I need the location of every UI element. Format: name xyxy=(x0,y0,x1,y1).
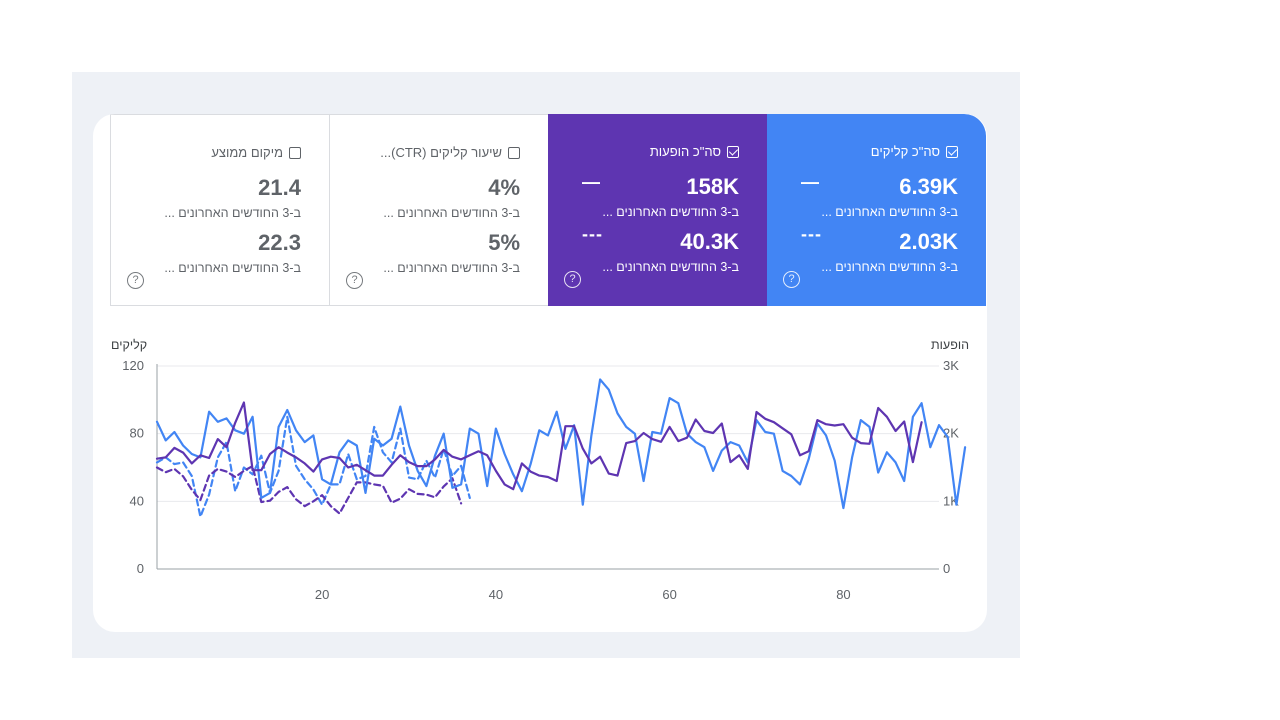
tile-total-impressions[interactable]: סה"כ הופעות — 158K ב-3 החודשים האחרונים … xyxy=(548,114,767,306)
right-tick-label: 0 xyxy=(943,561,950,576)
x-tick-label: 40 xyxy=(489,587,503,602)
checkbox-total-clicks[interactable] xyxy=(946,145,958,158)
tile-value-previous: 2.03K xyxy=(899,229,958,254)
tile-label: שיעור קליקים (CTR)... xyxy=(380,145,502,160)
legend-solid-line-icon: — xyxy=(582,172,601,192)
checkbox-ctr[interactable] xyxy=(508,146,520,159)
series-line-impressions xyxy=(155,401,923,491)
legend-dashed-line-icon: --- xyxy=(582,224,603,244)
tile-subtitle-previous: ב-3 החודשים האחרונים ... xyxy=(383,261,520,275)
series-line-clicks_previous xyxy=(155,415,471,518)
left-tick-label: 80 xyxy=(130,426,144,441)
tile-subtitle-current: ב-3 החודשים האחרונים ... xyxy=(383,206,520,220)
tile-value-previous: 40.3K xyxy=(680,229,739,254)
checkbox-average-position[interactable] xyxy=(289,146,301,159)
tile-subtitle-previous: ב-3 החודשים האחרונים ... xyxy=(821,260,958,274)
left-tick-label: 0 xyxy=(137,561,144,576)
x-tick-label: 20 xyxy=(315,587,329,602)
series-line-impressions_previous xyxy=(155,465,463,515)
tile-ctr[interactable]: שיעור קליקים (CTR)... 4% ב-3 החודשים האח… xyxy=(329,114,548,306)
tile-value-current: 6.39K xyxy=(899,174,958,199)
left-axis-title: קליקים xyxy=(111,338,147,352)
tile-value-current: 4% xyxy=(488,175,520,200)
tile-value-previous: 22.3 xyxy=(258,230,301,255)
performance-card: מיקום ממוצע 21.4 ב-3 החודשים האחרונים ..… xyxy=(93,114,987,632)
legend-dashed-line-icon: --- xyxy=(801,224,822,244)
right-tick-label: 3K xyxy=(943,358,959,373)
series-line-clicks xyxy=(155,378,967,510)
performance-panel-background: מיקום ממוצע 21.4 ב-3 החודשים האחרונים ..… xyxy=(72,72,1020,658)
x-tick-label: 60 xyxy=(662,587,676,602)
tile-subtitle-current: ב-3 החודשים האחרונים ... xyxy=(821,205,958,219)
help-icon[interactable]: ? xyxy=(564,271,581,288)
help-icon[interactable]: ? xyxy=(127,272,144,289)
tile-label: סה"כ קליקים xyxy=(870,144,940,159)
metric-tiles: מיקום ממוצע 21.4 ב-3 החודשים האחרונים ..… xyxy=(110,114,987,306)
tile-label: מיקום ממוצע xyxy=(211,145,283,160)
tile-subtitle-previous: ב-3 החודשים האחרונים ... xyxy=(164,261,301,275)
tile-value-current: 21.4 xyxy=(258,175,301,200)
checkbox-total-impressions[interactable] xyxy=(727,145,739,158)
help-icon[interactable]: ? xyxy=(346,272,363,289)
tile-subtitle-previous: ב-3 החודשים האחרונים ... xyxy=(602,260,739,274)
left-tick-label: 40 xyxy=(130,493,144,508)
tile-total-clicks[interactable]: סה"כ קליקים — 6.39K ב-3 החודשים האחרונים… xyxy=(767,114,986,306)
x-tick-label: 80 xyxy=(836,587,850,602)
tile-value-previous: 5% xyxy=(488,230,520,255)
tile-average-position[interactable]: מיקום ממוצע 21.4 ב-3 החודשים האחרונים ..… xyxy=(110,114,329,306)
help-icon[interactable]: ? xyxy=(783,271,800,288)
left-tick-label: 120 xyxy=(122,358,144,373)
tile-subtitle-current: ב-3 החודשים האחרונים ... xyxy=(602,205,739,219)
right-axis-title: הופעות xyxy=(931,338,969,352)
legend-solid-line-icon: — xyxy=(801,172,820,192)
tile-label: סה"כ הופעות xyxy=(649,144,721,159)
tile-value-current: 158K xyxy=(686,174,739,199)
tile-subtitle-current: ב-3 החודשים האחרונים ... xyxy=(164,206,301,220)
